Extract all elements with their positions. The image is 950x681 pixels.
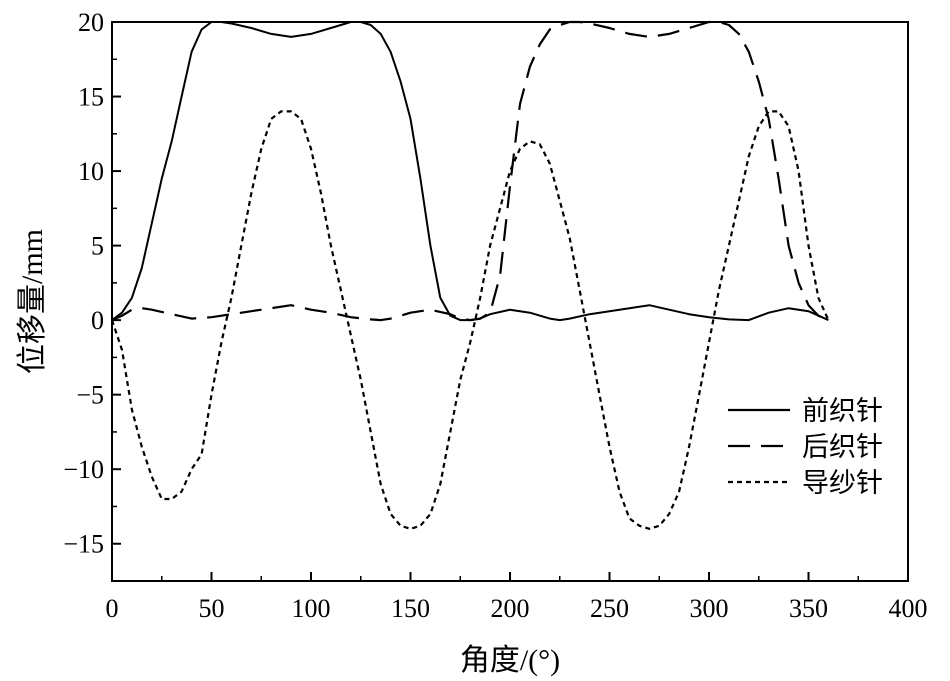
y-tick-label-5: 10 <box>78 157 104 186</box>
legend-label-0: 前织针 <box>802 396 883 427</box>
y-tick-label-1: −10 <box>63 455 104 484</box>
series-layer <box>110 20 830 530</box>
legend-label-1: 后织针 <box>802 432 883 463</box>
y-axis-title: 位移量/mm <box>16 229 49 374</box>
x-tick-label-5: 250 <box>590 594 629 623</box>
series-line-0 <box>111 21 829 322</box>
x-tick-label-4: 200 <box>491 594 530 623</box>
x-tick-label-6: 300 <box>690 594 729 623</box>
x-tick-label-8: 400 <box>889 594 928 623</box>
y-tick-label-3: 0 <box>91 306 104 335</box>
legend-label-2: 导纱针 <box>802 468 883 499</box>
x-axis-title: 角度/(°) <box>460 644 560 677</box>
x-tick-label-7: 350 <box>789 594 828 623</box>
x-axis: 0 50 100 150 200 250 300 350 400 <box>106 572 928 623</box>
y-tick-label-7: 20 <box>78 8 104 37</box>
x-tick-label-1: 50 <box>199 594 225 623</box>
y-axis: −15 −10 −5 0 5 10 15 20 <box>63 8 121 559</box>
series-line-1 <box>111 20 829 322</box>
series-line-2 <box>110 110 830 530</box>
x-tick-label-3: 150 <box>391 594 430 623</box>
x-tick-label-0: 0 <box>106 594 119 623</box>
y-tick-label-0: −15 <box>63 530 104 559</box>
x-tick-label-2: 100 <box>292 594 331 623</box>
y-tick-label-2: −5 <box>76 381 104 410</box>
y-tick-label-6: 15 <box>78 83 104 112</box>
y-tick-label-4: 5 <box>91 232 104 261</box>
plot-area <box>110 20 909 582</box>
